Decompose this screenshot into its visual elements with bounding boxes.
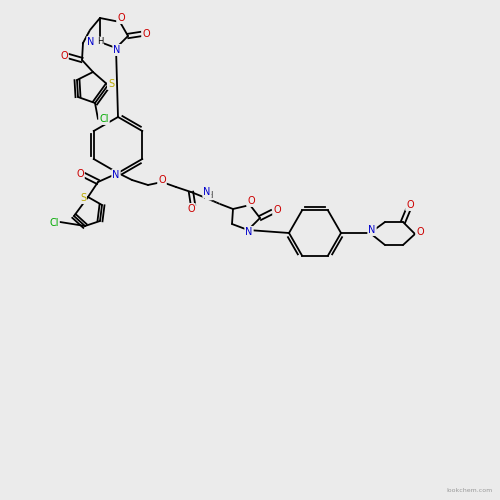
Text: N: N [246, 227, 252, 237]
Text: O: O [273, 205, 281, 215]
Text: lookchem.com: lookchem.com [447, 488, 493, 493]
Text: O: O [247, 196, 255, 206]
Text: Cl: Cl [99, 114, 109, 124]
Text: O: O [187, 204, 195, 214]
Text: N: N [88, 37, 94, 47]
Text: O: O [406, 200, 414, 210]
Text: Cl: Cl [49, 218, 59, 228]
Text: N: N [112, 170, 119, 180]
Text: H: H [97, 38, 103, 46]
Text: O: O [117, 13, 125, 23]
Text: S: S [108, 79, 114, 89]
Text: N: N [204, 187, 210, 197]
Text: H: H [206, 190, 212, 200]
Text: S: S [80, 193, 86, 203]
Text: O: O [416, 227, 424, 237]
Text: N: N [368, 225, 376, 235]
Text: O: O [76, 169, 84, 179]
Text: O: O [142, 29, 150, 39]
Text: O: O [60, 51, 68, 61]
Text: N: N [114, 45, 120, 55]
Text: O: O [158, 175, 166, 185]
